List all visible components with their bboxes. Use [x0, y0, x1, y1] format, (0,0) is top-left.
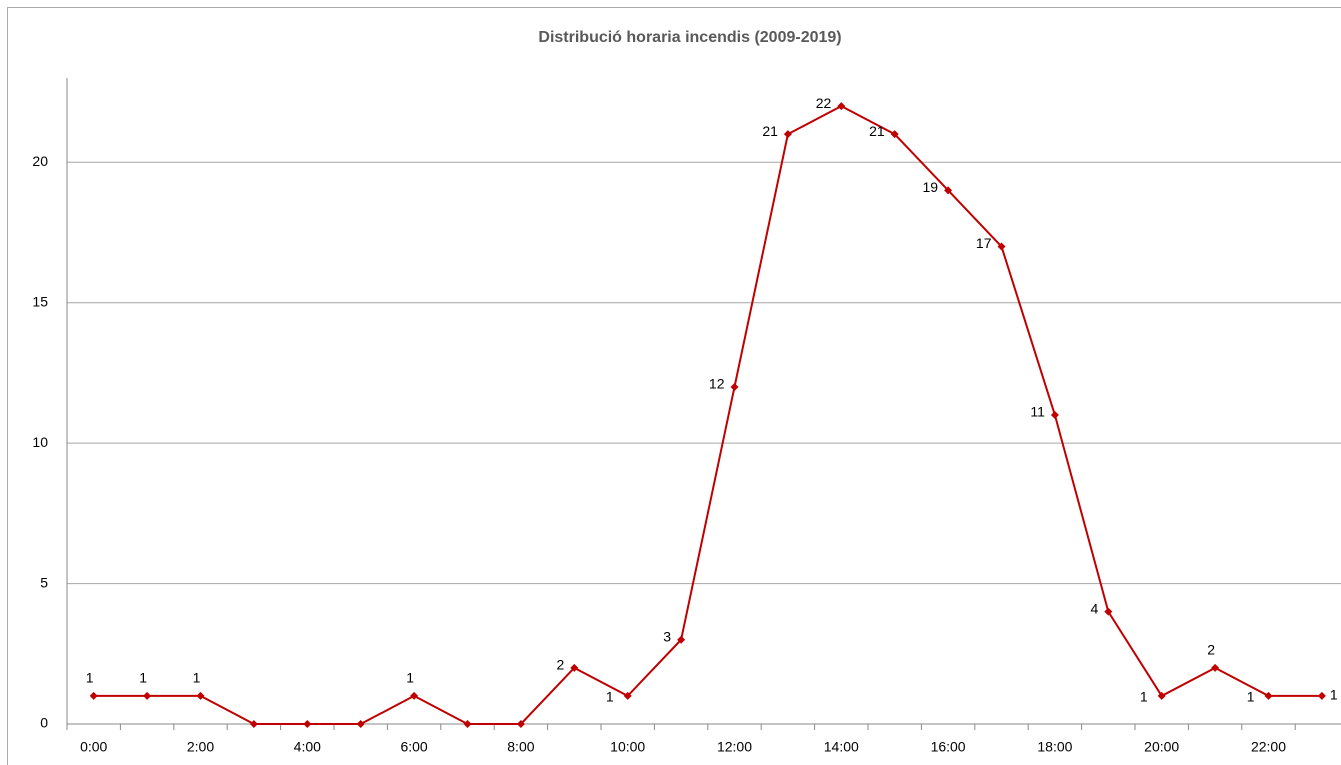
x-tick-label: 16:00: [931, 739, 966, 755]
marker: [249, 720, 258, 728]
data-label: 22: [816, 95, 832, 111]
marker: [356, 720, 365, 728]
marker: [730, 382, 739, 391]
y-tick-label: 5: [40, 574, 48, 590]
x-tick-label: 14:00: [824, 739, 859, 755]
chart-border: [7, 7, 1341, 765]
x-tick-label: 8:00: [507, 739, 534, 755]
data-label: 4: [1091, 600, 1099, 616]
marker: [944, 186, 953, 195]
marker: [890, 130, 899, 139]
series-line: [93, 104, 1322, 725]
marker: [1317, 691, 1326, 700]
data-label: 19: [923, 179, 939, 195]
marker: [143, 691, 152, 700]
marker: [1157, 691, 1166, 700]
marker: [410, 691, 419, 700]
marker: [1104, 607, 1113, 616]
marker: [463, 720, 472, 728]
data-label: 1: [606, 689, 614, 705]
marker: [997, 242, 1006, 251]
y-tick-label: 20: [32, 153, 48, 169]
data-label: 1: [1330, 687, 1338, 703]
data-label: 2: [1207, 642, 1215, 658]
x-tick-label: 4:00: [294, 739, 321, 755]
x-tick-label: 22:00: [1251, 739, 1286, 755]
y-tick-label: 10: [32, 434, 48, 450]
marker: [89, 691, 98, 700]
x-tick-label: 18:00: [1037, 739, 1072, 755]
marker: [837, 102, 846, 111]
marker: [1211, 663, 1220, 672]
y-tick-label: 15: [32, 293, 48, 309]
marker: [303, 720, 312, 728]
data-label: 11: [1030, 404, 1045, 420]
data-label: 21: [762, 123, 778, 139]
marker: [196, 691, 205, 700]
x-tick-label: 12:00: [717, 739, 752, 755]
data-label: 1: [1140, 689, 1148, 705]
data-label: 1: [193, 670, 201, 686]
data-label: 1: [406, 670, 414, 686]
data-label: 3: [663, 628, 671, 644]
x-tick-label: 20:00: [1144, 739, 1179, 755]
data-label: 1: [139, 670, 147, 686]
marker: [623, 691, 632, 700]
data-label: 21: [869, 123, 885, 139]
marker: [1050, 411, 1059, 420]
data-label: 17: [976, 235, 992, 251]
data-label: 12: [709, 376, 725, 392]
data-label: 2: [557, 657, 565, 673]
data-label: 1: [86, 670, 94, 686]
marker: [1264, 691, 1273, 700]
chart-title: Distribució horaria incendis (2009-2019): [538, 29, 841, 46]
x-tick-label: 6:00: [400, 739, 427, 755]
marker: [516, 720, 525, 728]
y-tick-label: 0: [40, 715, 48, 731]
marker: [570, 663, 579, 672]
x-tick-label: 2:00: [187, 739, 214, 755]
marker: [783, 130, 792, 139]
marker: [677, 635, 686, 644]
x-tick-label: 10:00: [610, 739, 645, 755]
data-label: 1: [1247, 689, 1255, 705]
x-tick-label: 0:00: [80, 739, 107, 755]
